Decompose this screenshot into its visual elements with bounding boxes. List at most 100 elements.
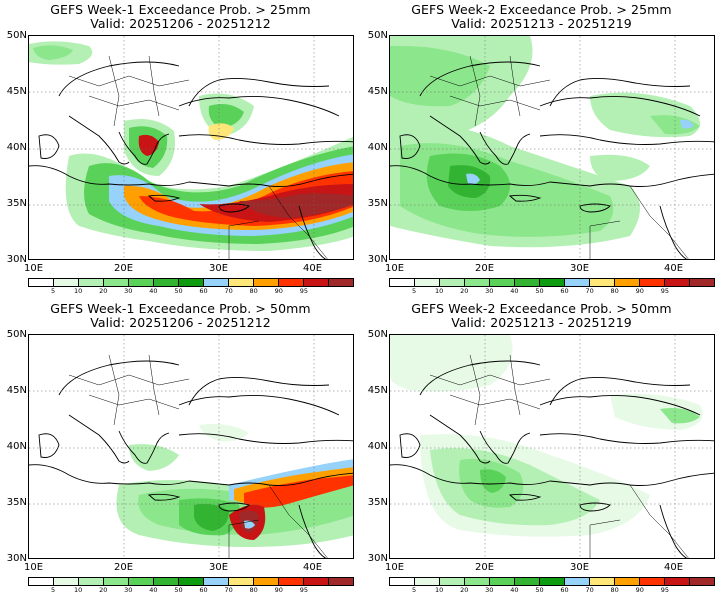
colorbar-segment: [29, 279, 54, 286]
colorbar-tick-label: 5: [411, 287, 417, 295]
lat-label: 40N: [6, 142, 27, 153]
colorbar-segment: [590, 279, 615, 286]
colorbar-tick-label: 50: [535, 287, 544, 295]
colorbar-tick-label: 70: [585, 287, 594, 295]
colorbar-segment: [154, 279, 179, 286]
map-frame: [28, 35, 354, 260]
colorbar-segment: [615, 578, 640, 585]
colorbar-segment: [465, 578, 490, 585]
colorbar-segment: [565, 279, 590, 286]
colorbar-tick-label: 5: [50, 287, 56, 295]
panel-valid-dates: Valid: 20251213 - 20251219: [451, 315, 632, 330]
colorbar-segment: [54, 279, 79, 286]
lon-label: 30E: [209, 562, 229, 573]
colorbar-segment: [515, 578, 540, 585]
colorbar-segment: [390, 578, 415, 585]
colorbar-tick-label: 20: [99, 586, 108, 594]
lon-label: 40E: [664, 263, 684, 274]
colorbar-tick-label: 10: [435, 586, 444, 594]
lon-label: 20E: [475, 263, 495, 274]
lat-label: 50N: [367, 329, 388, 340]
colorbar-tick-label: 60: [199, 287, 208, 295]
probability-shading: [29, 41, 353, 251]
colorbar-segment: [179, 279, 204, 286]
lat-label: 50N: [6, 30, 27, 41]
lon-label: 20E: [114, 562, 134, 573]
colorbar-segment: [490, 578, 515, 585]
colorbar-tick-label: 80: [249, 287, 258, 295]
panel-title: GEFS Week-2 Exceedance Prob. > 25mm: [411, 2, 672, 17]
colorbar-tick-label: 40: [149, 287, 158, 295]
colorbar-segment: [490, 279, 515, 286]
lon-label: 30E: [570, 562, 590, 573]
lat-label: 40N: [367, 142, 388, 153]
colorbar-tick-label: 60: [199, 586, 208, 594]
colorbar-tick-label: 40: [510, 287, 519, 295]
colorbar-segment: [540, 279, 565, 286]
colorbar-tick-label: 70: [585, 586, 594, 594]
map-frame: [28, 334, 354, 559]
colorbar-tick-label: 30: [485, 287, 494, 295]
colorbar-tick-label: 50: [174, 586, 183, 594]
colorbar-segment: [304, 578, 329, 585]
colorbar-segment: [229, 578, 254, 585]
panel-valid-dates: Valid: 20251213 - 20251219: [451, 16, 632, 31]
colorbar-tick-label: 60: [560, 586, 569, 594]
panel-valid-dates: Valid: 20251206 - 20251212: [90, 315, 271, 330]
lat-label: 35N: [367, 497, 388, 508]
lon-label: 40E: [303, 263, 323, 274]
coastlines: [29, 61, 353, 259]
lat-label: 45N: [6, 385, 27, 396]
probability-map: [390, 36, 714, 259]
colorbar-segment: [540, 578, 565, 585]
colorbar-tick-label: 20: [460, 287, 469, 295]
colorbar-tick-label: 10: [435, 287, 444, 295]
lat-label: 30N: [6, 254, 27, 265]
borders: [68, 354, 328, 558]
colorbar-segment: [104, 578, 129, 585]
colorbar: [389, 577, 715, 586]
panel-title: GEFS Week-1 Exceedance Prob. > 25mm: [50, 2, 311, 17]
colorbar-segment: [79, 578, 104, 585]
colorbar-tick-label: 50: [535, 586, 544, 594]
colorbar-segment: [640, 279, 665, 286]
panel-week2-50mm: GEFS Week-2 Exceedance Prob. > 50mm Vali…: [361, 299, 722, 598]
panel-week1-50mm: GEFS Week-1 Exceedance Prob. > 50mm Vali…: [0, 299, 361, 598]
lat-label: 50N: [367, 30, 388, 41]
probability-map: [29, 335, 353, 558]
coastlines: [390, 61, 714, 259]
panel-week1-25mm: GEFS Week-1 Exceedance Prob. > 25mm Vali…: [0, 0, 361, 299]
colorbar-segment: [640, 578, 665, 585]
borders: [68, 55, 328, 259]
colorbar-tick-label: 95: [660, 287, 669, 295]
colorbar-segment: [54, 578, 79, 585]
lon-label: 10E: [385, 263, 405, 274]
colorbar-segment: [515, 279, 540, 286]
colorbar-segment: [665, 578, 690, 585]
borders: [429, 354, 689, 558]
lat-label: 35N: [6, 198, 27, 209]
colorbar: [28, 577, 354, 586]
colorbar-tick-label: 60: [560, 287, 569, 295]
borders: [429, 55, 689, 259]
map-frame: [389, 334, 715, 559]
colorbar-segment: [204, 578, 229, 585]
coastlines: [29, 360, 353, 558]
lon-label: 10E: [385, 562, 405, 573]
colorbar-segment: [254, 578, 279, 585]
colorbar-segment: [179, 578, 204, 585]
colorbar-segment: [154, 578, 179, 585]
colorbar-tick-label: 80: [610, 586, 619, 594]
lat-label: 35N: [6, 497, 27, 508]
lon-label: 20E: [475, 562, 495, 573]
colorbar-tick-label: 40: [510, 586, 519, 594]
lat-label: 30N: [367, 254, 388, 265]
probability-shading: [390, 36, 700, 248]
colorbar-tick-label: 5: [50, 586, 56, 594]
colorbar-segment: [279, 279, 304, 286]
lon-label: 10E: [24, 263, 44, 274]
gridlines: [29, 36, 353, 259]
probability-map: [390, 335, 714, 558]
colorbar-tick-label: 70: [224, 586, 233, 594]
colorbar-segment: [440, 578, 465, 585]
